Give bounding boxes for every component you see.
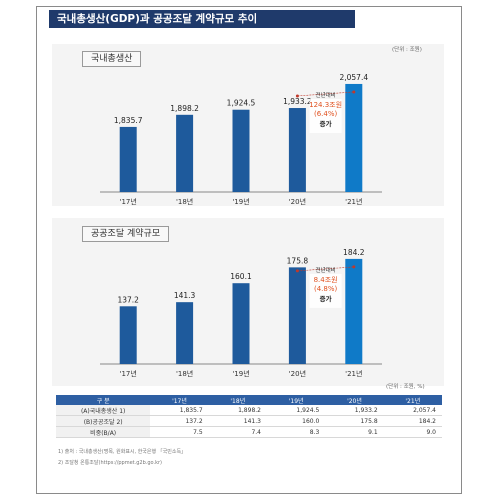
bar-value-label: 137.2 [117, 295, 139, 304]
table-header: '19년 [266, 395, 326, 405]
table-cell: 137.2 [150, 415, 209, 427]
table-header: '17년 [150, 395, 209, 405]
annotation-connector [297, 266, 354, 272]
bar [119, 126, 137, 192]
table-header: '18년 [208, 395, 267, 405]
annotation-text: 전년대비 [315, 91, 335, 99]
annotation-dot [295, 94, 299, 98]
bar [232, 109, 250, 192]
table-cell: 8.3 [266, 426, 326, 438]
bar [119, 306, 137, 364]
bar [288, 267, 306, 364]
annotation-background [309, 273, 342, 308]
gdp-chart-title: 국내총생산 [82, 51, 142, 67]
x-tick-label: '21년 [345, 369, 362, 378]
table-row: (A)국내총생산 1) 1,835.7 1,898.2 1,924.5 1,93… [56, 405, 442, 416]
annotation-dot [352, 90, 356, 94]
x-tick-label: '18년 [176, 197, 193, 206]
table-cell: 1,924.5 [266, 405, 326, 416]
table-header: 구 분 [56, 395, 151, 405]
bar [232, 283, 250, 364]
table-cell: 1,898.2 [208, 405, 267, 416]
gdp-chart: 1,835.7 '17년 1,898.2 '18년 1,924.5 '19년 1,933.2… [100, 73, 382, 206]
x-tick-label: '17년 [120, 197, 137, 206]
bar-value-label: 160.1 [230, 272, 252, 281]
table-row-label: (B)공공조달 2) [56, 415, 151, 427]
procurement-chart: 137.2 '17년 141.3 '18년 160.1 '19년 175.8 '20년 184.… [100, 248, 382, 378]
annotation-text: (6.4%) [314, 110, 338, 118]
table-header: '20년 [325, 395, 384, 405]
x-tick-label: '17년 [120, 369, 137, 378]
bar-value-label: 1,924.5 [227, 99, 256, 108]
table-cell: 184.2 [383, 415, 442, 427]
annotation-text: 124.3조원 [309, 100, 342, 109]
bar-value-label: 184.2 [343, 248, 365, 257]
source-note: 1) 출처 : 국내총생산(명목, 원화표시, 한국은행 「국민소득」 [58, 449, 187, 455]
annotation-text: 8.4조원 [314, 275, 338, 284]
annotation-text: (4.8%) [314, 285, 338, 293]
bar-value-label: 141.3 [174, 291, 196, 300]
table-row-label: 비중(B/A) [56, 426, 151, 438]
x-tick-label: '20년 [289, 369, 306, 378]
table-header: '21년 [383, 395, 442, 405]
annotation-connector [297, 91, 354, 97]
bar [288, 108, 306, 192]
annotation-text: 전년대비 [315, 266, 335, 274]
table-row: 비중(B/A) 7.5 7.4 8.3 9.1 9.0 [56, 426, 442, 438]
table-cell: 7.4 [208, 426, 267, 438]
x-tick-label: '20년 [289, 197, 306, 206]
table-cell: 7.5 [150, 426, 209, 438]
table-cell: 160.0 [266, 415, 326, 427]
bar-value-label: 2,057.4 [339, 73, 368, 82]
source-note: 2) 조달청 온통조달(https://ppmet.g2b.go.kr) [58, 460, 162, 466]
annotation-text: 증가 [320, 119, 332, 128]
table-header-row: 구 분 '17년 '18년 '19년 '20년 '21년 [56, 395, 442, 405]
bar-value-label: 1,898.2 [170, 104, 199, 113]
figure-title: 국내총생산(GDP)과 공공조달 계약규모 추이 [49, 10, 355, 28]
table-cell: 1,835.7 [150, 405, 209, 416]
annotation-dot [352, 265, 356, 269]
annotation-background [309, 98, 342, 133]
table-cell: 1,933.2 [325, 405, 384, 416]
data-table: 구 분 '17년 '18년 '19년 '20년 '21년 (A)국내총생산 1)… [56, 395, 442, 438]
table-cell: 141.3 [208, 415, 267, 427]
gdp-chart-unit: (단위 : 조원) [392, 47, 422, 53]
annotation-text: 증가 [320, 294, 332, 303]
bar [345, 83, 363, 192]
procurement-chart-unit: (단위 : 조원, %) [386, 384, 425, 390]
bar-value-label: 1,835.7 [114, 116, 143, 125]
table-cell: 9.1 [325, 426, 384, 438]
bar [176, 114, 194, 192]
bar-value-label: 175.8 [287, 256, 309, 265]
table-row-label: (A)국내총생산 1) [56, 405, 151, 416]
table-cell: 2,057.4 [383, 405, 442, 416]
bar [176, 302, 194, 364]
x-tick-label: '19년 [232, 197, 249, 206]
bar [345, 258, 363, 364]
procurement-chart-title: 공공조달 계약규모 [82, 226, 170, 242]
x-tick-label: '21년 [345, 197, 362, 206]
x-tick-label: '19년 [232, 369, 249, 378]
x-tick-label: '18년 [176, 369, 193, 378]
table-cell: 175.8 [325, 415, 384, 427]
bar-value-label: 1,933.2 [283, 97, 312, 106]
table-cell: 9.0 [383, 426, 442, 438]
table-row: (B)공공조달 2) 137.2 141.3 160.0 175.8 184.2 [56, 415, 442, 427]
annotation-dot [295, 269, 299, 273]
